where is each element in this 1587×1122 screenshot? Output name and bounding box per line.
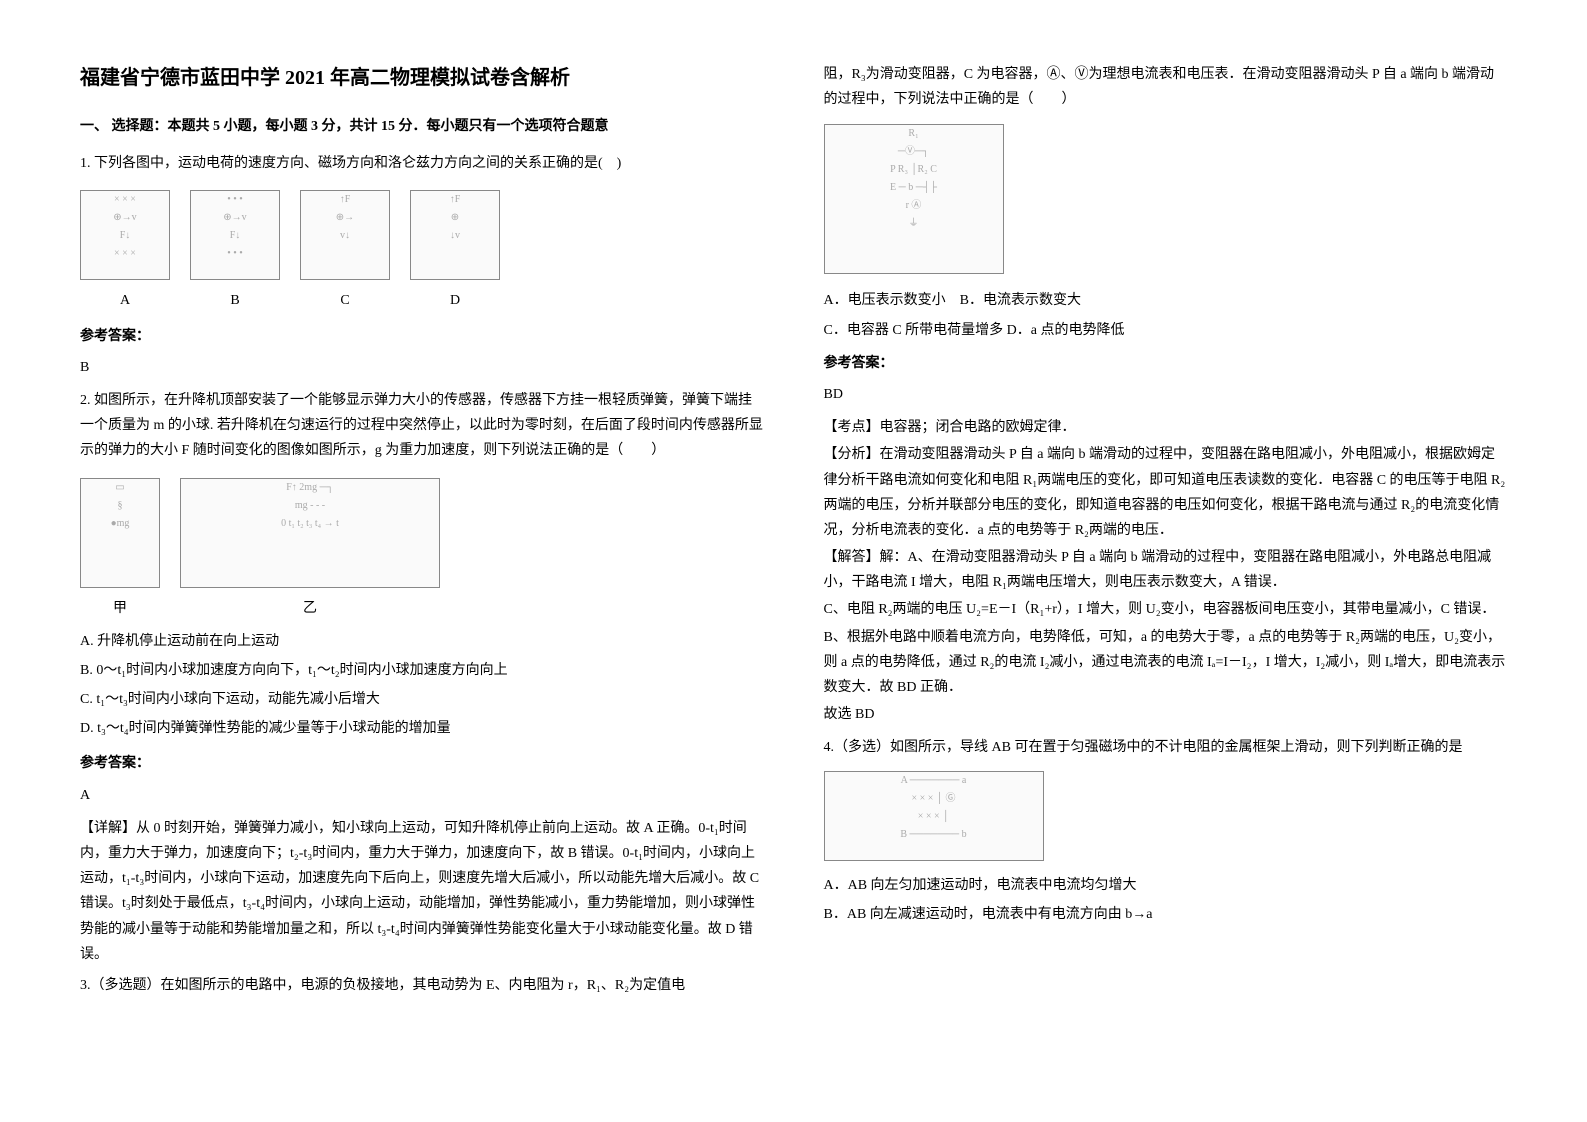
q2-label-jia: 甲 [80,596,160,621]
q2-opt-d: D. t₃～t₄时间内弹簧弹性势能的减少量等于小球动能的增加量 [80,716,764,741]
q1-fig-a: × × ×⊕→vF↓× × × [80,190,170,280]
q3-opt-cd: C．电容器 C 所带电荷量增多 D．a 点的电势降低 [824,318,1508,343]
q2-answer: A [80,783,764,808]
q3-answer: BD [824,382,1508,407]
q4-opt-b: B．AB 向左减速运动时，电流表中有电流方向由 b→a [824,902,1508,927]
q1-text: 1. 下列各图中，运动电荷的速度方向、磁场方向和洛仑兹力方向之间的关系正确的是(… [80,151,764,176]
q2-intro: 2. 如图所示，在升降机顶部安装了一个能够显示弹力大小的传感器，传感器下方挂一根… [80,388,764,464]
section-header: 一、 选择题：本题共 5 小题，每小题 3 分，共计 15 分．每小题只有一个选… [80,114,764,139]
q1-answer: B [80,355,764,380]
answer-label-2: 参考答案： [80,751,764,776]
q3-jieda3: B、根据外电路中顺着电流方向，电势降低，可知，a 的电势大于零，a 点的电势等于… [824,625,1508,701]
question-1: 1. 下列各图中，运动电荷的速度方向、磁场方向和洛仑兹力方向之间的关系正确的是(… [80,151,764,313]
q3-guxuan: 故选 BD [824,702,1508,727]
q2-opt-a: A. 升降机停止运动前在向上运动 [80,629,764,654]
q3-jieda1: 【解答】解：A、在滑动变阻器滑动头 P 自 a 端向 b 端滑动的过程中，变阻器… [824,545,1508,595]
q2-fig-yi: F↑ 2mg ─┐mg - - -0 t₁ t₂ t₃ t₄ → t [180,478,440,588]
q3-fenxi: 【分析】在滑动变阻器滑动头 P 自 a 端向 b 端滑动的过程中，变阻器在路电阻… [824,442,1508,543]
q1-label-c: C [300,288,390,313]
q2-label-yi: 乙 [180,596,440,621]
left-column: 福建省宁德市蓝田中学 2021 年高二物理模拟试卷含解析 一、 选择题：本题共 … [50,60,794,1092]
answer-label-1: 参考答案： [80,324,764,349]
q4-opt-a: A．AB 向左匀加速运动时，电流表中电流均匀增大 [824,873,1508,898]
q3-opt-ab: A．电压表示数变小 B．电流表示数变大 [824,288,1508,313]
q3-circuit: R₁─Ⓥ─┐P R₃ │R₂ CE ─ b ─┤├r Ⓐ⏚ [824,124,1004,274]
right-column: 阻，R₃为滑动变阻器，C 为电容器，Ⓐ、Ⓥ为理想电流表和电压表．在滑动变阻器滑动… [794,60,1538,1092]
q1-label-b: B [190,288,280,313]
q1-fig-d: ↑F⊕↓v [410,190,500,280]
q3-cont: 阻，R₃为滑动变阻器，C 为电容器，Ⓐ、Ⓥ为理想电流表和电压表．在滑动变阻器滑动… [824,62,1508,112]
q1-fig-b: • • •⊕→vF↓• • • [190,190,280,280]
q1-figures: × × ×⊕→vF↓× × × A • • •⊕→vF↓• • • B ↑F⊕→… [80,184,764,313]
q4-intro: 4.（多选）如图所示，导线 AB 可在置于匀强磁场中的不计电阻的金属框架上滑动，… [824,735,1508,760]
q2-figures: ▭§●mg 甲 F↑ 2mg ─┐mg - - -0 t₁ t₂ t₃ t₄ →… [80,472,764,621]
q2-opt-b: B. 0～t₁时间内小球加速度方向向下，t₁～t₂时间内小球加速度方向向上 [80,658,764,683]
q2-explain: 【详解】从 0 时刻开始，弹簧弹力减小，知小球向上运动，可知升降机停止前向上运动… [80,816,764,967]
q3-jieda2: C、电阻 R₂两端的电压 U₂=E－I（R₁+r），I 增大，则 U₂变小，电容… [824,597,1508,622]
q3-intro: 3.（多选题）在如图所示的电路中，电源的负极接地，其电动势为 E、内电阻为 r，… [80,973,764,998]
q2-opt-c: C. t₁～t₃时间内小球向下运动，动能先减小后增大 [80,687,764,712]
q1-label-a: A [80,288,170,313]
answer-label-3: 参考答案： [824,351,1508,376]
question-2: 2. 如图所示，在升降机顶部安装了一个能够显示弹力大小的传感器，传感器下方挂一根… [80,388,764,742]
page-title: 福建省宁德市蓝田中学 2021 年高二物理模拟试卷含解析 [80,60,764,96]
q1-fig-c: ↑F⊕→v↓ [300,190,390,280]
q2-fig-jia: ▭§●mg [80,478,160,588]
q1-label-d: D [410,288,500,313]
q4-figure: A ─────── a× × × │ Ⓖ× × × │B ─────── b [824,771,1044,861]
q3-kaodian: 【考点】电容器；闭合电路的欧姆定律． [824,415,1508,440]
